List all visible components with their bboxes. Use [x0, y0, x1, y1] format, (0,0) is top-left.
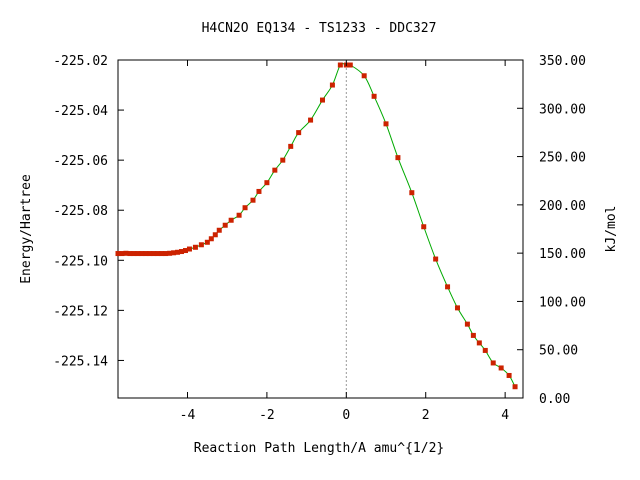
- y2-axis-ticks: 350.00 300.00 250.00 200.00 150.00 100.00 50.0…: [517, 54, 586, 407]
- x-tick-label: 4: [501, 408, 509, 423]
- data-point: [242, 205, 248, 211]
- data-point: [212, 232, 218, 238]
- y2-tick-label: 350.00: [539, 54, 586, 69]
- x-tick-label: 0: [342, 408, 350, 423]
- data-point: [171, 250, 177, 256]
- data-point: [490, 360, 496, 366]
- data-point: [228, 217, 234, 223]
- data-point: [183, 248, 188, 254]
- y2-tick-label: 300.00: [539, 102, 586, 117]
- data-point: [319, 97, 325, 103]
- data-point: [272, 167, 278, 173]
- data-point: [135, 251, 141, 257]
- data-point: [208, 236, 214, 242]
- data-point: [337, 62, 343, 68]
- data-point: [115, 251, 121, 257]
- data-point: [361, 73, 367, 79]
- y2-axis-label: kJ/mol: [604, 206, 619, 253]
- plot-frame: [117, 59, 524, 399]
- data-point: [179, 249, 185, 255]
- data-point: [280, 157, 286, 163]
- energy-curve-line: [117, 63, 516, 387]
- data-point: [204, 239, 210, 245]
- data-point: [151, 251, 157, 257]
- x-tick-label: -2: [259, 408, 275, 423]
- data-point: [143, 251, 149, 257]
- data-point: [464, 321, 470, 327]
- data-point: [433, 256, 439, 262]
- y-tick-label: -225.08: [53, 204, 108, 219]
- data-point: [512, 384, 518, 390]
- data-point: [236, 212, 242, 218]
- data-point: [395, 155, 401, 161]
- y2-tick-label: 50.00: [539, 344, 578, 359]
- y-axis-ticks: -225.02 -225.04 -225.06 -225.08 -225.10 -225.…: [53, 54, 124, 369]
- y-axis-label: Energy/Hartree: [19, 174, 34, 284]
- data-point: [175, 249, 181, 255]
- data-point: [139, 251, 145, 257]
- data-point: [506, 372, 512, 378]
- x-axis-label: Reaction Path Length/A amu^{1/2}: [194, 441, 444, 456]
- data-point: [216, 227, 222, 233]
- y-tick-label: -225.12: [53, 304, 108, 319]
- data-points: [115, 62, 518, 390]
- data-point: [383, 121, 389, 127]
- y2-tick-label: 250.00: [539, 151, 586, 166]
- y-tick-label: -225.02: [53, 54, 108, 69]
- data-point: [347, 62, 353, 68]
- data-point: [155, 251, 161, 257]
- data-point: [256, 188, 262, 194]
- data-point: [222, 222, 228, 228]
- data-point: [288, 143, 294, 149]
- x-tick-label: 2: [422, 408, 430, 423]
- y2-tick-label: 150.00: [539, 247, 586, 262]
- data-point: [127, 251, 133, 257]
- x-axis-ticks: -4 -2 0 2 4: [180, 60, 509, 423]
- data-point: [476, 340, 482, 346]
- data-point: [445, 284, 451, 290]
- data-point: [250, 197, 256, 203]
- y-tick-label: -225.14: [53, 354, 108, 369]
- data-point: [123, 250, 129, 256]
- plot-area: [117, 59, 524, 399]
- data-point: [371, 93, 377, 99]
- data-point: [198, 242, 204, 248]
- chart-title: H4CN2O EQ134 - TS1233 - DDC327: [202, 21, 437, 36]
- y2-tick-label: 200.00: [539, 199, 586, 214]
- energy-curve: [117, 63, 516, 387]
- y-tick-label: -225.04: [53, 104, 108, 119]
- data-point: [119, 251, 125, 257]
- data-point: [264, 180, 270, 186]
- data-point: [329, 82, 335, 88]
- data-point: [147, 251, 153, 257]
- data-point: [454, 305, 460, 311]
- data-point: [482, 347, 488, 353]
- y-tick-label: -225.10: [53, 254, 108, 269]
- data-point: [409, 190, 415, 196]
- data-point: [167, 250, 173, 256]
- data-point: [498, 365, 504, 371]
- data-point: [159, 251, 165, 257]
- data-point: [163, 251, 169, 257]
- data-point: [296, 130, 302, 136]
- data-point: [308, 117, 314, 123]
- data-point: [192, 244, 198, 250]
- y-tick-label: -225.06: [53, 154, 108, 169]
- data-point: [186, 246, 192, 252]
- data-point: [131, 251, 137, 257]
- data-point: [421, 224, 427, 230]
- data-point: [470, 332, 476, 338]
- y2-tick-label: 0.00: [539, 392, 570, 407]
- x-tick-label: -4: [180, 408, 196, 423]
- y2-tick-label: 100.00: [539, 295, 586, 310]
